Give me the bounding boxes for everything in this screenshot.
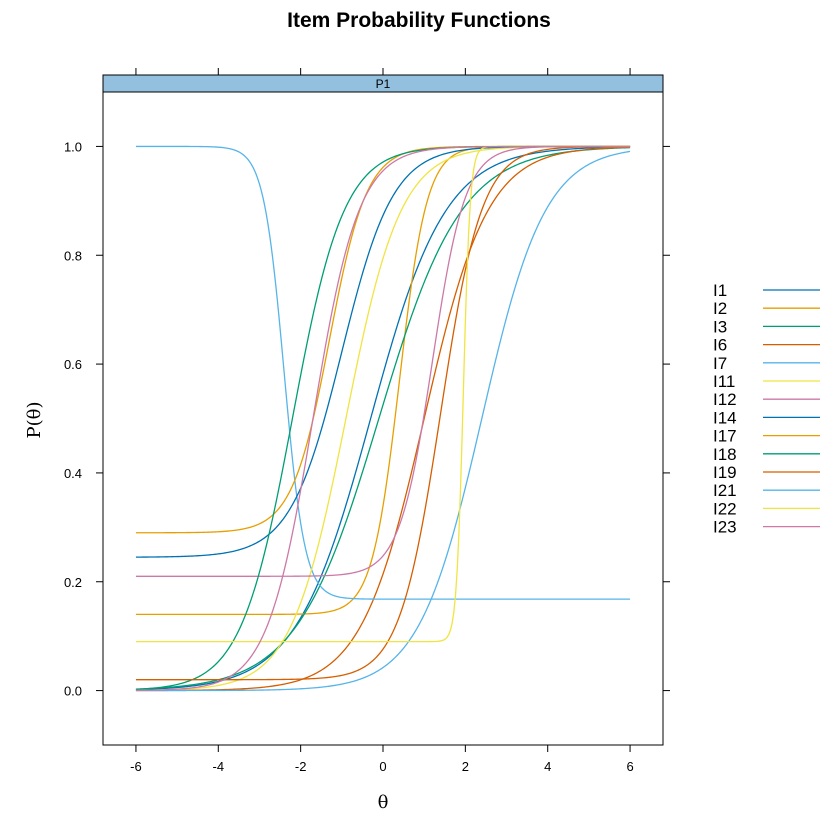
chart-title: Item Probability Functions — [287, 9, 551, 32]
series-line-i7 — [135, 145, 631, 600]
legend-label-i17: I17 — [713, 427, 737, 446]
series-line-i18 — [135, 145, 631, 690]
y-tick-label: 1.0 — [64, 139, 82, 154]
y-tick-label: 0.8 — [64, 248, 82, 263]
x-tick-label: -4 — [213, 759, 225, 774]
legend-label-i2: I2 — [713, 299, 727, 318]
series-line-i6 — [135, 146, 631, 692]
plot-border — [102, 91, 664, 746]
y-tick-label: 0.6 — [64, 357, 82, 372]
legend-label-i11: I11 — [713, 372, 735, 391]
series-line-i14 — [135, 145, 631, 558]
legend-label-i23: I23 — [713, 518, 737, 537]
series-line-i23 — [135, 145, 631, 691]
series-line-i17 — [135, 145, 631, 534]
y-axis: 0.0 0.2 0.4 0.6 0.8 1.0 — [64, 139, 670, 699]
y-tick-label: 0.2 — [64, 575, 82, 590]
x-tick-label: -6 — [130, 759, 142, 774]
legend-label-i7: I7 — [713, 354, 727, 373]
x-tick-label: 6 — [626, 759, 633, 774]
y-tick-label: 0.4 — [64, 466, 82, 481]
series-line-i3 — [135, 146, 631, 690]
legend-label-i22: I22 — [713, 499, 737, 518]
series-line-i1 — [135, 146, 631, 691]
legend-label-i21: I21 — [713, 481, 737, 500]
series-line-i21 — [135, 150, 631, 692]
legend-label-i18: I18 — [713, 445, 737, 464]
series-line-i11 — [135, 145, 631, 691]
legend-label-i6: I6 — [713, 336, 727, 355]
legend-label-i12: I12 — [713, 390, 737, 409]
legend-label-i19: I19 — [713, 463, 737, 482]
legend-label-i1: I1 — [713, 281, 727, 300]
x-tick-label: -2 — [295, 759, 307, 774]
strip-label: P1 — [376, 77, 391, 91]
x-tick-label: 2 — [462, 759, 469, 774]
x-tick-label: 0 — [379, 759, 386, 774]
legend-label-i14: I14 — [713, 408, 737, 427]
x-axis: -6 -4 -2 0 2 4 6 — [130, 68, 634, 774]
x-tick-label: 4 — [544, 759, 551, 774]
panel-strip: P1 — [102, 74, 664, 93]
plot-area — [135, 145, 631, 692]
y-axis-label: P(θ) — [24, 402, 45, 439]
y-tick-label: 0.0 — [64, 684, 82, 699]
legend-label-i3: I3 — [713, 317, 727, 336]
series-line-i22 — [135, 145, 631, 643]
series-line-i12 — [135, 145, 631, 577]
plot-frame — [102, 91, 664, 746]
x-axis-label: θ — [378, 792, 389, 813]
series-line-i19 — [135, 145, 631, 681]
